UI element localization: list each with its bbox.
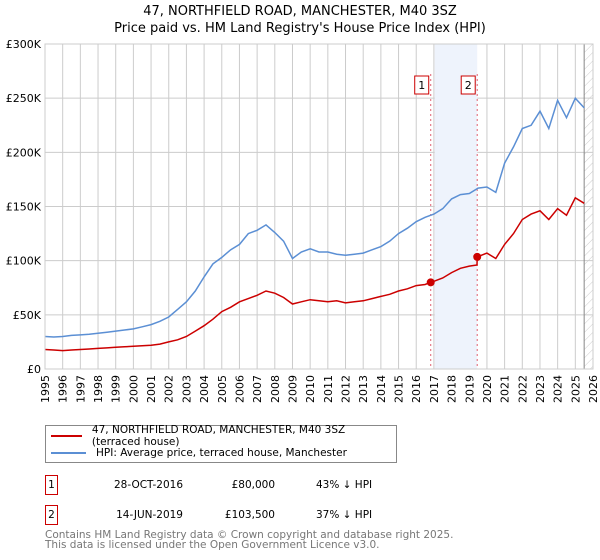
footer-copyright: Contains HM Land Registry data © Crown c…	[45, 529, 454, 541]
forecast-hatch	[584, 44, 593, 369]
x-tick-label: 2018	[446, 375, 459, 403]
legend-item-property: 47, NORTHFIELD ROAD, MANCHESTER, M40 3SZ…	[46, 424, 396, 448]
x-tick-label: 2021	[499, 375, 512, 403]
plot-area: 1 2 £0 £50K £100K £150K £200K £250K £300K 1995 199…	[6, 38, 600, 403]
series-line	[44, 96, 585, 338]
sale-price: £80,000	[231, 479, 275, 491]
x-tick-label: 2014	[375, 375, 388, 403]
x-tick-label: 2004	[198, 375, 211, 403]
legend: 47, NORTHFIELD ROAD, MANCHESTER, M40 3SZ…	[45, 424, 397, 463]
x-tick-label: 2007	[251, 375, 264, 403]
sale-price: £103,500	[224, 509, 275, 521]
x-tick-label: 2017	[428, 375, 441, 403]
x-tick-label: 2011	[322, 375, 335, 403]
footer: Contains HM Land Registry data © Crown c…	[45, 529, 454, 551]
sale-label: 2	[465, 79, 472, 92]
legend-label: HPI: Average price, terraced house, Manc…	[96, 447, 347, 459]
legend-swatch-red	[51, 435, 82, 437]
y-tick-label: £50K	[13, 309, 42, 322]
x-tick-label: 1998	[92, 375, 105, 403]
sale-hpi-diff: 43% ↓ HPI	[316, 479, 373, 491]
sale-label-box	[460, 75, 476, 95]
chart-subtitle: Price paid vs. HM Land Registry's House …	[114, 21, 486, 36]
legend-swatch-blue	[51, 452, 86, 454]
y-tick-label: £0	[27, 363, 41, 376]
x-tick-label: 2023	[534, 375, 547, 403]
series-line	[44, 196, 585, 352]
x-tick-label: 2013	[357, 375, 370, 403]
sale-point	[426, 278, 435, 287]
x-tick-label: 2020	[481, 375, 494, 403]
sale-label: 1	[418, 79, 425, 92]
x-tick-label: 2019	[463, 375, 476, 403]
x-tick-label: 2016	[410, 375, 423, 403]
x-tick-label: 2002	[163, 375, 176, 403]
x-tick-label: 2005	[216, 375, 229, 403]
legend-label: 47, NORTHFIELD ROAD, MANCHESTER, M40 3SZ…	[91, 424, 346, 448]
plot-frame	[44, 43, 594, 370]
chart-title: 47, NORTHFIELD ROAD, MANCHESTER, M40 3SZ	[143, 4, 457, 19]
sale-label-box	[414, 75, 430, 95]
x-tick-label: 2000	[127, 375, 140, 403]
x-tick-label: 2001	[145, 375, 158, 403]
x-tick-label: 2024	[552, 375, 565, 403]
sale-marker-badge: 1	[45, 475, 58, 495]
x-tick-label: 2003	[180, 375, 193, 403]
x-tick-label: 2008	[269, 375, 282, 403]
x-tick-label: 2012	[340, 375, 353, 403]
x-tick-label: 2026	[587, 375, 600, 403]
x-tick-label: 2025	[569, 375, 582, 403]
x-tick-label: 1999	[110, 375, 123, 403]
y-tick-label: £300K	[6, 38, 42, 51]
sale-date: 28-OCT-2016	[114, 479, 183, 491]
x-tick-label: 2015	[393, 375, 406, 403]
y-tick-label: £100K	[6, 255, 42, 268]
sale-marker-badge: 2	[45, 505, 58, 525]
legend-item-hpi: HPI: Average price, terraced house, Manc…	[46, 445, 347, 461]
x-tick-label: 1996	[57, 375, 70, 403]
sale-date: 14-JUN-2019	[116, 509, 183, 521]
x-tick-label: 2009	[286, 375, 299, 403]
y-tick-label: £200K	[6, 146, 42, 159]
sale-period-highlight	[434, 44, 478, 369]
sale-hpi-diff: 37% ↓ HPI	[316, 509, 373, 521]
x-tick-label: 1995	[39, 375, 52, 403]
sale-point	[473, 252, 482, 261]
x-tick-label: 2010	[304, 375, 317, 403]
y-tick-label: £250K	[6, 92, 42, 105]
x-tick-label: 2006	[233, 375, 246, 403]
x-tick-label: 2022	[516, 375, 529, 403]
y-tick-label: £150K	[6, 201, 42, 214]
footer-licence: This data is licensed under the Open Gov…	[45, 539, 380, 551]
x-tick-label: 1997	[74, 375, 87, 403]
